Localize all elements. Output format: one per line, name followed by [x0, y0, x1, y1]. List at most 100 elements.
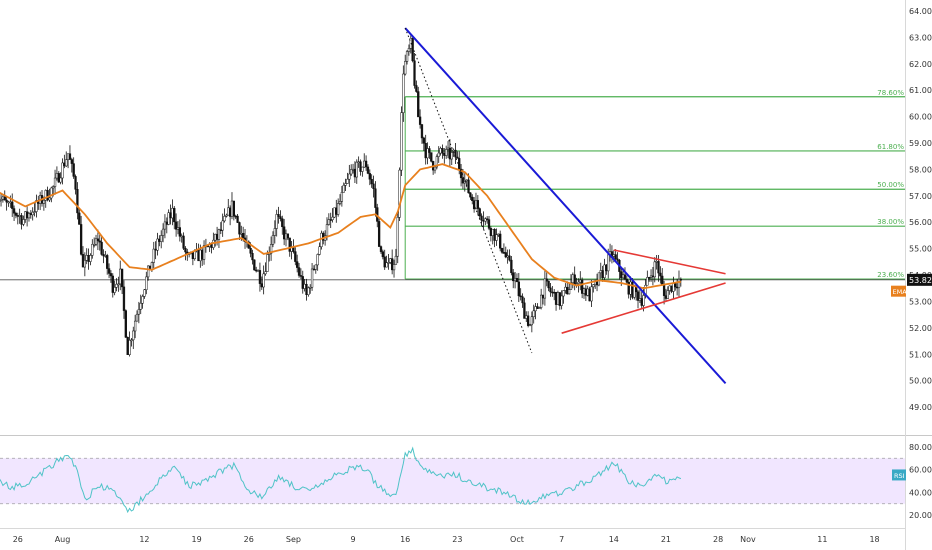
candle-down [480, 215, 483, 221]
rsi-line [0, 446, 682, 514]
candle-up [303, 283, 306, 289]
candle-down [487, 219, 491, 229]
candle-up [586, 288, 589, 296]
time-tick-label: Aug [55, 535, 71, 544]
candle-up [394, 255, 398, 265]
candle-up [1, 196, 5, 200]
price-tick-label: 51.00 [909, 350, 932, 359]
candle-down [536, 306, 539, 309]
candle-up [89, 255, 92, 262]
candle-up [310, 268, 314, 288]
candle-down [584, 288, 588, 296]
candle-down [228, 207, 232, 217]
candle-down [98, 240, 101, 243]
candle-down [173, 207, 176, 223]
candle-down [210, 244, 213, 248]
candle-down [454, 149, 457, 158]
candle-up [361, 166, 364, 172]
candle-down [14, 212, 18, 216]
candle-up [85, 255, 88, 261]
candle-down [383, 256, 386, 268]
candle-up [27, 213, 31, 219]
candle-down [12, 208, 16, 214]
candle-up [350, 169, 353, 175]
candle-up [128, 339, 131, 355]
candle-up [346, 178, 349, 184]
candle-down [478, 208, 481, 217]
candle-down [553, 291, 556, 294]
candle-up [50, 187, 53, 199]
candle-up [649, 275, 653, 278]
candle-up [223, 216, 226, 222]
price-tick-label: 57.00 [909, 192, 932, 201]
candle-down [549, 287, 552, 293]
time-tick-label: 16 [400, 535, 410, 544]
time-tick-label: 7 [559, 535, 564, 544]
candle-up [7, 201, 10, 204]
candle-up [143, 289, 146, 297]
candle-down [486, 218, 489, 220]
time-tick-label: 19 [192, 535, 202, 544]
candle-up [9, 201, 12, 204]
candle-up [590, 286, 593, 302]
candle-down [588, 288, 591, 302]
candle-down [370, 178, 373, 185]
candle-up [402, 73, 405, 113]
candle-down [499, 233, 502, 249]
price-tick-label: 64.00 [909, 7, 932, 16]
candle-down [72, 163, 75, 177]
candle-down [11, 201, 14, 209]
candle-up [33, 211, 36, 213]
candle-up [331, 216, 334, 221]
candle-up [171, 207, 174, 219]
candle-up [582, 288, 586, 294]
candle-up [433, 166, 437, 171]
time-axis[interactable]: 26 Aug 12 19 26 Sep 9 16 23 Oct 7 14 21 28 Nov 11 18 [13, 535, 880, 544]
candle-down [374, 188, 377, 208]
price-tick-label: 50.00 [909, 377, 932, 386]
candle-down [659, 272, 662, 277]
candle-up [31, 211, 34, 216]
time-tick-label: 18 [869, 535, 879, 544]
candle-up [579, 279, 582, 283]
candle-down [515, 278, 519, 283]
candle-up [161, 228, 165, 236]
candle-up [53, 177, 57, 187]
candle-down [79, 224, 83, 255]
candle-up [275, 214, 278, 229]
candle-down [111, 275, 114, 293]
candle-up [133, 320, 137, 332]
candle-up [592, 284, 595, 288]
candle-down [296, 261, 299, 268]
dotted-decline-line [404, 27, 533, 354]
candle-down [100, 241, 103, 255]
candle-up [506, 255, 509, 258]
candle-down [614, 254, 617, 260]
candle-up [227, 207, 230, 216]
time-tick-label: 21 [661, 535, 671, 544]
candle-down [605, 264, 608, 272]
candle-up [435, 156, 439, 168]
candle-down [124, 310, 127, 338]
candle-up [495, 234, 498, 241]
candle-up [629, 281, 632, 295]
candle-up [560, 295, 563, 306]
candle-up [642, 295, 645, 306]
candle-up [230, 200, 234, 217]
candle-up [314, 264, 317, 270]
candle-down [70, 159, 73, 164]
time-tick-label: 28 [713, 535, 723, 544]
candle-down [68, 153, 72, 160]
candle-up [513, 278, 517, 282]
candle-up [405, 51, 409, 62]
candle-up [262, 273, 265, 288]
candle-up [465, 179, 468, 182]
candle-up [577, 281, 580, 284]
price-axis[interactable]: 49.0050.0051.0052.0053.0054.0055.0056.00… [909, 7, 932, 412]
candle-up [385, 262, 388, 268]
candle-down [253, 259, 256, 271]
candle-up [91, 244, 94, 256]
candle-down [510, 259, 513, 274]
candle-down [249, 247, 252, 254]
rsi-axis[interactable]: 20.00 40.00 60.00 80.00 [909, 443, 932, 520]
